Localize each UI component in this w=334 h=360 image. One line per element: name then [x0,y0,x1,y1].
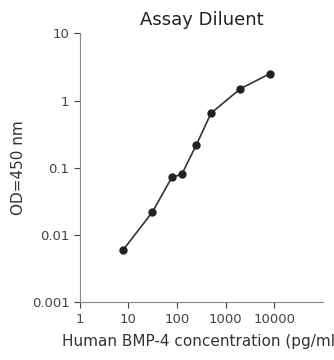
Title: Assay Diluent: Assay Diluent [140,11,263,29]
X-axis label: Human BMP-4 concentration (pg/ml): Human BMP-4 concentration (pg/ml) [62,334,334,349]
Y-axis label: OD=450 nm: OD=450 nm [11,120,26,215]
